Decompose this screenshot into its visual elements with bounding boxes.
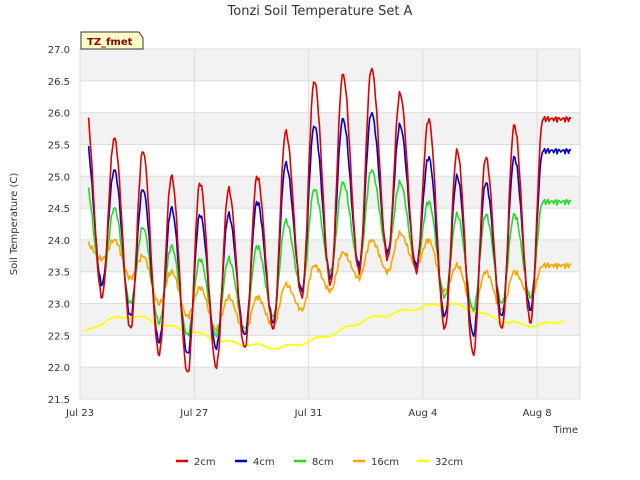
background-band (80, 239, 580, 272)
series-layer (85, 67, 572, 373)
legend-label-4cm: 4cm (253, 457, 275, 468)
y-tick-label: 22.0 (48, 363, 70, 374)
chart-title: Tonzi Soil Temperature Set A (227, 4, 413, 19)
x-tick-label: Jul 23 (65, 408, 94, 419)
legend-label-8cm: 8cm (312, 457, 334, 468)
legend-label-16cm: 16cm (371, 457, 399, 468)
background-band (80, 49, 580, 81)
background-band (80, 367, 580, 399)
series-line-16cm (87, 230, 572, 335)
legend-label-32cm: 32cm (435, 457, 463, 468)
y-tick-label: 21.5 (48, 395, 70, 406)
background-band (80, 176, 580, 209)
site-badge: TZ_fmet (80, 31, 144, 50)
plot-frame (79, 48, 581, 400)
legend-label-2cm: 2cm (194, 457, 216, 468)
y-tick-label: 24.0 (48, 236, 70, 247)
plot-area (80, 49, 580, 399)
series-line-8cm (87, 169, 572, 338)
y-tick-label: 23.5 (48, 268, 70, 279)
y-tick-label: 25.0 (48, 172, 70, 183)
y-tick-label: 26.0 (48, 109, 70, 120)
plot-background (80, 49, 580, 399)
x-tick-label: Jul 27 (179, 408, 208, 419)
series-line-2cm (87, 67, 572, 373)
y-axis-label: Soil Temperature (C) (9, 173, 20, 276)
series-line-32cm (85, 302, 565, 351)
x-axis-label: Time (553, 425, 578, 436)
legend: 2cm 4cm 8cm 16cm 32cm (176, 457, 463, 468)
y-tick-label: 23.0 (48, 300, 70, 311)
x-tick-label: Aug 4 (408, 408, 437, 419)
x-tick-label: Jul 31 (294, 408, 323, 419)
y-tick-label: 26.5 (48, 77, 70, 88)
y-tick-label: 27.0 (48, 45, 70, 56)
site-badge-label: TZ_fmet (87, 37, 133, 48)
y-tick-label: 22.5 (48, 331, 70, 342)
axis-ticks: 21.5 22.0 22.5 23.0 23.5 24.0 24.5 25.0 25.5 26.0… (48, 45, 552, 419)
x-tick-label: Aug 8 (523, 408, 552, 419)
y-tick-label: 24.5 (48, 204, 70, 215)
y-tick-label: 25.5 (48, 140, 70, 151)
background-band (80, 112, 580, 145)
